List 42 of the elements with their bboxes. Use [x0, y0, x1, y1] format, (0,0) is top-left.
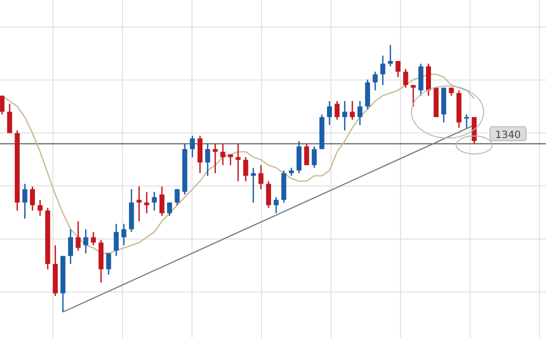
candlestick — [250, 167, 256, 204]
candlestick — [152, 191, 157, 212]
candlestick — [274, 196, 279, 214]
candlestick — [144, 191, 150, 214]
candlestick — [106, 252, 112, 276]
candlestick — [136, 186, 142, 222]
candlestick — [0, 95, 4, 116]
candlestick — [243, 156, 248, 182]
candlestick — [7, 103, 12, 134]
candlestick — [30, 186, 35, 212]
candlestick — [68, 228, 74, 265]
candlestick — [464, 114, 470, 128]
candlestick — [304, 143, 310, 166]
candlestick — [114, 223, 119, 257]
candlestick — [22, 183, 28, 220]
candlestick — [159, 186, 164, 217]
candlestick — [342, 100, 348, 132]
candlestick — [83, 228, 88, 254]
candlestick — [236, 143, 241, 182]
candlestick — [220, 143, 226, 166]
candlestick — [174, 188, 180, 206]
candlestick — [350, 100, 355, 120]
candlestick — [403, 68, 408, 88]
candlestick — [380, 55, 386, 86]
candlestick — [90, 231, 96, 246]
candlestick — [357, 100, 362, 126]
candlestick — [327, 100, 332, 126]
candlestick — [372, 71, 378, 92]
candlestick — [121, 223, 126, 246]
candlestick — [212, 143, 218, 174]
candlestick — [396, 60, 401, 78]
text: 1340 — [495, 130, 521, 141]
candlestick — [312, 146, 317, 168]
candlestick — [190, 135, 195, 158]
candlestick — [167, 202, 172, 217]
candlestick — [388, 44, 393, 68]
candlestick — [258, 164, 264, 190]
candlestick — [38, 199, 43, 217]
candlestick — [334, 100, 340, 120]
candlestick — [266, 180, 272, 209]
candlestick — [76, 220, 81, 252]
candlestick — [205, 143, 210, 176]
